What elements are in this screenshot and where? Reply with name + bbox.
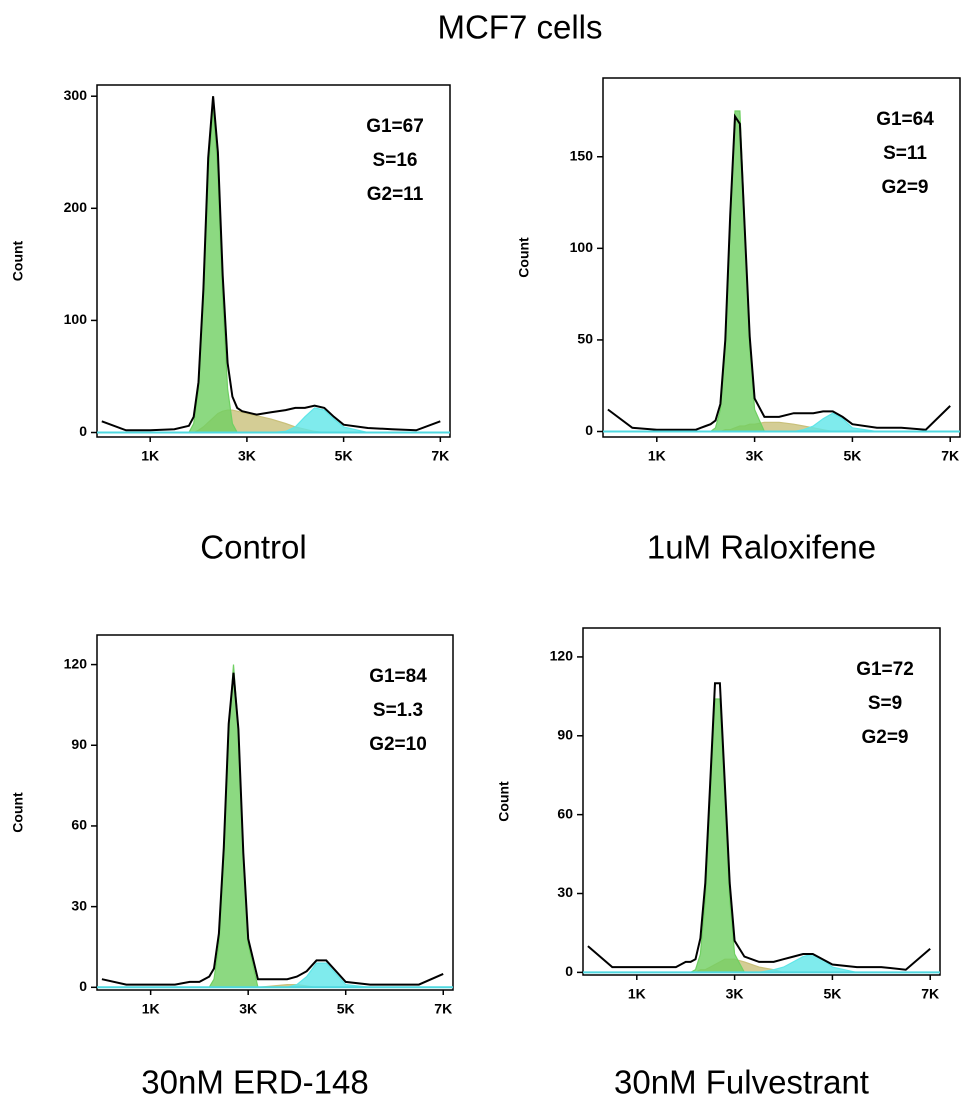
figure-title: MCF7 cells [437, 9, 602, 46]
x-tick-label: 5K [337, 1001, 355, 1017]
x-tick-label: 7K [941, 448, 959, 464]
y-axis-label: Count [496, 781, 512, 822]
panel-caption: 1uM Raloxifene [647, 529, 876, 566]
y-tick-label: 90 [71, 736, 87, 752]
panel: 0 100 200 300 1K 3K 5K 7K G1=67 S=16 G2=11 Count Con… [10, 84, 451, 566]
y-tick-label: 90 [557, 726, 573, 742]
plot-frame [602, 77, 961, 438]
y-axis-label: Count [10, 240, 26, 281]
x-tick-label: 3K [746, 448, 764, 464]
y-tick-label: 60 [557, 805, 573, 821]
y-tick-label: 0 [79, 423, 87, 439]
x-tick-label: 3K [239, 1001, 257, 1017]
phase-annotation: G1=84 [369, 666, 427, 687]
x-tick-label: 7K [431, 448, 449, 464]
y-tick-label: 50 [577, 331, 593, 347]
x-tick-label: 3K [238, 448, 256, 464]
panel: 0 30 60 90 120 1K 3K 5K 7K G1=72 S=9 G2=9 Count 30nM … [496, 627, 941, 1100]
x-tick-label: 5K [335, 448, 353, 464]
y-tick-label: 300 [64, 87, 88, 103]
y-tick-label: 0 [79, 978, 87, 994]
panel: 0 30 60 90 120 1K 3K 5K 7K G1=84 S=1.3 G2=10 Count 30… [10, 634, 454, 1100]
y-tick-label: 30 [557, 884, 573, 900]
panel-caption: 30nM Fulvestrant [614, 1064, 869, 1100]
phase-annotation: G1=72 [856, 659, 914, 680]
phase-annotation: S=11 [883, 143, 927, 164]
x-tick-label: 1K [648, 448, 666, 464]
plot-frame [96, 84, 451, 438]
y-tick-label: 200 [64, 199, 88, 215]
panel: 0 50 100 150 1K 3K 5K 7K G1=64 S=11 G2=9 Count 1uM R… [516, 77, 961, 566]
x-tick-label: 1K [141, 448, 159, 464]
total-line [101, 96, 441, 432]
x-tick-label: 7K [921, 986, 939, 1002]
y-tick-label: 100 [570, 239, 594, 255]
y-tick-label: 150 [570, 147, 594, 163]
y-tick-label: 0 [585, 422, 593, 438]
y-tick-label: 60 [71, 817, 87, 833]
plot-frame [96, 634, 454, 991]
total-line [607, 113, 951, 431]
phase-annotation: S=9 [868, 693, 902, 714]
phase-annotation: G1=64 [876, 109, 934, 130]
phase-annotation: G1=67 [366, 116, 424, 137]
total-line [101, 672, 444, 986]
phase-annotation: G2=10 [369, 734, 427, 755]
phase-annotation: S=1.3 [373, 700, 423, 721]
phase-annotation: G2=9 [881, 177, 928, 198]
y-axis-label: Count [10, 792, 26, 833]
panel-caption: Control [200, 529, 306, 566]
x-tick-label: 1K [628, 986, 646, 1002]
phase-annotation: G2=11 [367, 184, 424, 205]
x-tick-label: 3K [726, 986, 744, 1002]
y-tick-label: 0 [565, 963, 573, 979]
phase-annotation: S=16 [373, 150, 418, 171]
y-tick-label: 120 [64, 655, 88, 671]
panel-caption: 30nM ERD-148 [141, 1064, 368, 1100]
x-tick-label: 7K [434, 1001, 452, 1017]
x-tick-label: 1K [142, 1001, 160, 1017]
y-axis-label: Count [516, 237, 532, 278]
phase-annotation: G2=9 [861, 727, 908, 748]
x-tick-label: 5K [843, 448, 861, 464]
y-tick-label: 30 [71, 897, 87, 913]
y-tick-label: 100 [64, 311, 88, 327]
y-tick-label: 120 [550, 648, 574, 664]
x-tick-label: 5K [823, 986, 841, 1002]
plot-frame [582, 627, 941, 976]
total-line [587, 682, 931, 971]
